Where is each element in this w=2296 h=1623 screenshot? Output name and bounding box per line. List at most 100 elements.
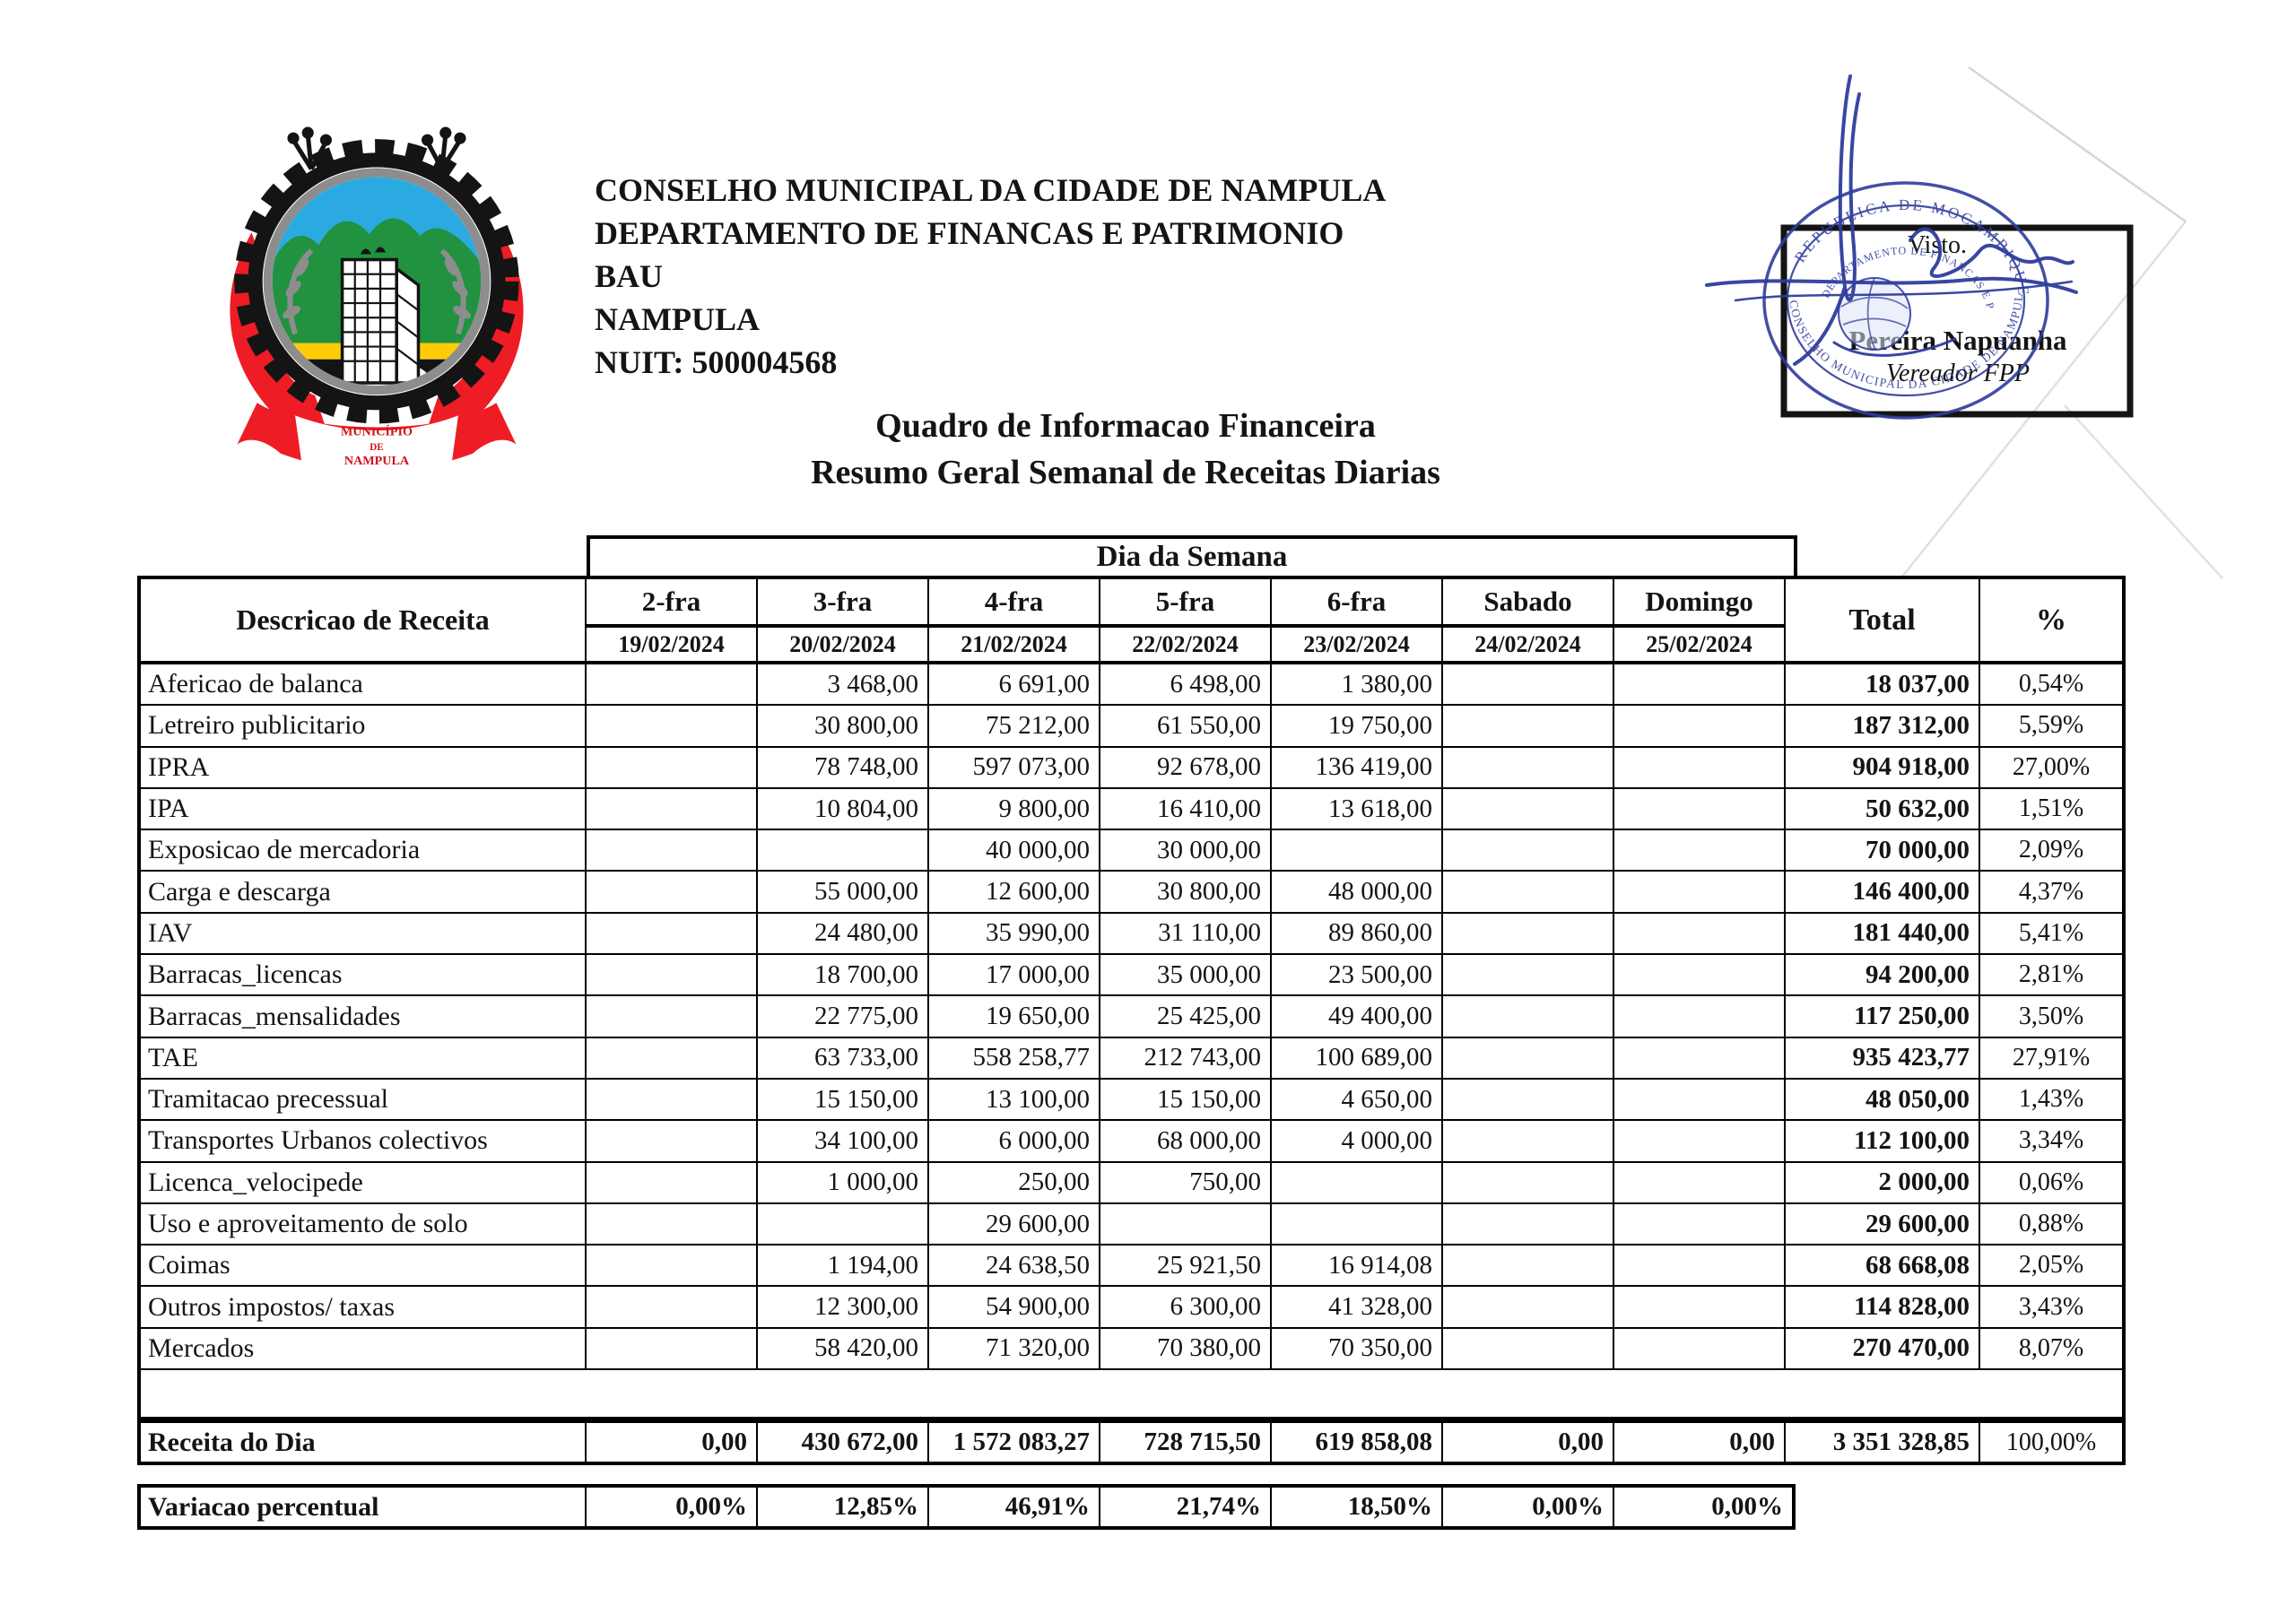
stamp-seal: REPUBLICA DE MOCAMBIQUE CONSELHO MUNICIP… [1700, 54, 2049, 420]
cell-total: 29 600,00 [1786, 1203, 1980, 1246]
cell-value [1443, 1245, 1614, 1288]
row-label: IPA [141, 788, 587, 831]
cell-total: 904 918,00 [1786, 747, 1980, 789]
daily-total-row: Receita do Dia 0,00 430 672,00 1 572 083,27… [137, 1419, 2126, 1465]
cell-value: 4 650,00 [1272, 1079, 1443, 1122]
org-name-line: CONSELHO MUNICIPAL DA CIDADE DE NAMPULA [595, 172, 1387, 208]
cell-value: 78 748,00 [758, 747, 929, 789]
cell-value [1614, 664, 1786, 707]
cell-value [1614, 1203, 1786, 1246]
doc-title: Quadro de Informacao Financeira [875, 407, 1376, 445]
cell-value [1443, 996, 1614, 1038]
cell-total: 94 200,00 [1786, 955, 1980, 997]
cell-value: 55 000,00 [758, 872, 929, 914]
svg-text:MUNICÍPIO: MUNICÍPIO [341, 424, 413, 439]
cell-percent: 27,00% [1980, 748, 2122, 789]
cell-value [1443, 1121, 1614, 1163]
cell-value: 10 804,00 [758, 788, 929, 831]
doc-title-block: Quadro de Informacao Financeira Resumo G… [296, 403, 1955, 496]
row-label: Barracas_mensalidades [141, 996, 587, 1038]
cell-value: 25 921,50 [1100, 1245, 1272, 1288]
date-header: 19/02/2024 [587, 628, 758, 664]
day-header: 4-fra [929, 579, 1100, 628]
cell-value: 6 300,00 [1100, 1287, 1272, 1329]
date-header: 25/02/2024 [1614, 628, 1786, 664]
revenue-table: Descricao de Receita 2-fra 3-fra 4-fra 5-fra… [137, 576, 2126, 1421]
cell-value: 6 498,00 [1100, 664, 1272, 707]
day-header: Domingo [1614, 579, 1786, 628]
variation-label: Variacao percentual [141, 1488, 587, 1526]
cell-value: 25 425,00 [1100, 996, 1272, 1038]
cell-percent: 0,88% [1980, 1204, 2122, 1246]
cell-percent: 0,06% [1980, 1163, 2122, 1204]
cell-value: 1 000,00 [758, 1162, 929, 1204]
summary-value: 619 858,08 [1272, 1423, 1443, 1462]
cell-value [1614, 1079, 1786, 1122]
cell-value: 136 419,00 [1272, 747, 1443, 789]
cell-value: 15 150,00 [1100, 1079, 1272, 1122]
date-header: 22/02/2024 [1100, 628, 1272, 664]
cell-value [758, 830, 929, 872]
cell-value: 597 073,00 [929, 747, 1100, 789]
row-label: Outros impostos/ taxas [141, 1287, 587, 1329]
cell-percent: 1,51% [1980, 789, 2122, 831]
date-header: 24/02/2024 [1443, 628, 1614, 664]
cell-value [587, 664, 758, 707]
cell-total: 187 312,00 [1786, 706, 1980, 748]
row-label: Coimas [141, 1245, 587, 1288]
cell-value: 250,00 [929, 1162, 1100, 1204]
cell-total: 50 632,00 [1786, 788, 1980, 831]
municipal-emblem-logo: MUNICÍPIO DE NAMPULA [230, 126, 524, 478]
cell-percent: 1,43% [1980, 1080, 2122, 1122]
cell-value [587, 1037, 758, 1080]
cell-value [1614, 1121, 1786, 1163]
cell-value: 70 350,00 [1272, 1328, 1443, 1371]
cell-value [1614, 872, 1786, 914]
day-header: 6-fra [1272, 579, 1443, 628]
cell-value [1443, 788, 1614, 831]
org-dept-line: DEPARTAMENTO DE FINANCAS E PATRIMONIO [595, 215, 1344, 251]
signature-ink [1705, 74, 2078, 366]
cell-value [1614, 706, 1786, 748]
cell-value: 63 733,00 [758, 1037, 929, 1080]
visto-box [1780, 224, 2134, 418]
column-header-percent: % [1980, 579, 2122, 664]
cell-value: 58 420,00 [758, 1328, 929, 1371]
cell-value [1443, 1079, 1614, 1122]
cell-value: 35 000,00 [1100, 955, 1272, 997]
cell-value [1443, 1328, 1614, 1371]
cell-value: 558 258,77 [929, 1037, 1100, 1080]
cell-value [1614, 1328, 1786, 1371]
table-group-header: Dia da Semana [587, 535, 1797, 579]
cell-value: 12 300,00 [758, 1287, 929, 1329]
row-label: Barracas_licencas [141, 955, 587, 997]
cell-value [1614, 830, 1786, 872]
cell-value: 6 691,00 [929, 664, 1100, 707]
row-label: IAV [141, 913, 587, 956]
cell-percent: 2,81% [1980, 955, 2122, 997]
cell-value [1100, 1203, 1272, 1246]
cell-value [587, 1287, 758, 1329]
cell-value: 3 468,00 [758, 664, 929, 707]
cell-value [587, 1162, 758, 1204]
cell-value [587, 1328, 758, 1371]
cell-value [587, 1245, 758, 1288]
cell-value: 41 328,00 [1272, 1287, 1443, 1329]
cell-value [1614, 1162, 1786, 1204]
cell-value: 48 000,00 [1272, 872, 1443, 914]
cell-percent: 8,07% [1980, 1329, 2122, 1371]
cell-total: 2 000,00 [1786, 1162, 1980, 1204]
cell-value: 15 150,00 [758, 1079, 929, 1122]
summary-value: 1 572 083,27 [929, 1423, 1100, 1462]
cell-value: 49 400,00 [1272, 996, 1443, 1038]
cell-value [1614, 913, 1786, 956]
cell-total: 68 668,08 [1786, 1245, 1980, 1288]
cell-value [1614, 1287, 1786, 1329]
emblem-twig-icon [287, 126, 466, 170]
cell-value [1272, 830, 1443, 872]
summary-percent: 100,00% [2005, 1428, 2097, 1456]
cell-value [1443, 747, 1614, 789]
day-header: 3-fra [758, 579, 929, 628]
row-label: TAE [141, 1037, 587, 1080]
cell-value [1443, 1203, 1614, 1246]
